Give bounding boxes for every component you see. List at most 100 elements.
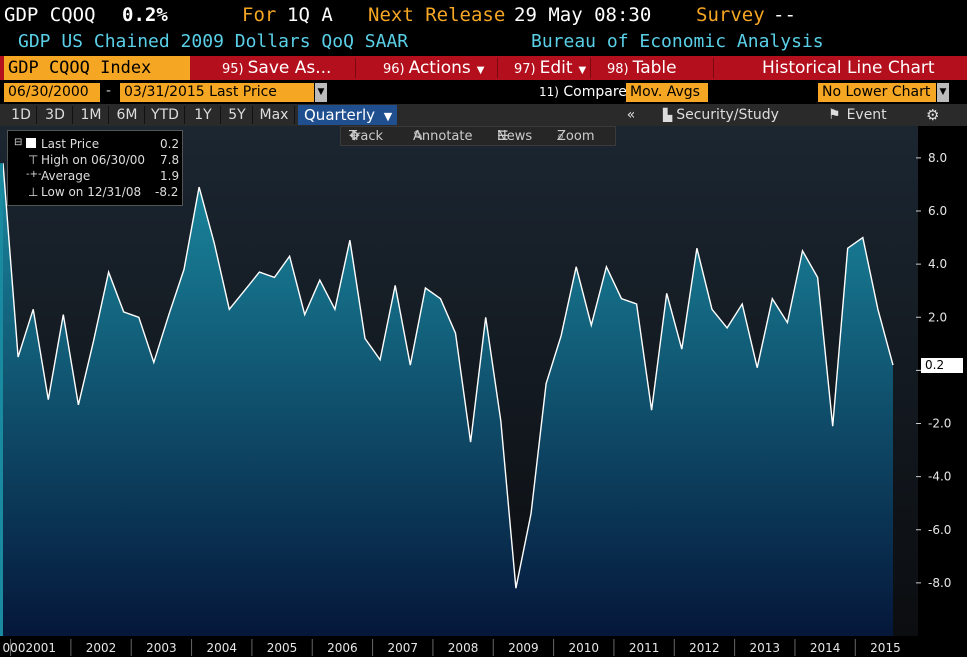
- period-1d[interactable]: 1D: [6, 106, 37, 124]
- legend-last-label: Last Price: [41, 137, 100, 151]
- news-icon: ☰: [497, 129, 509, 144]
- period-6m[interactable]: 6M: [110, 106, 145, 124]
- series-start-edge: [0, 163, 3, 636]
- period-1y[interactable]: 1Y: [186, 106, 221, 124]
- description-bar: GDP US Chained 2009 Dollars QoQ SAAR Bur…: [0, 30, 967, 54]
- y-tick-label: 2.0: [928, 310, 947, 324]
- period-ytd[interactable]: YTD: [146, 106, 185, 124]
- axis-layer: 8.0 6.0 4.0 2.0 -2.0 -4.0 -6.0 -8.0 000 2001 2002 2…: [3, 151, 951, 656]
- legend-row-last: ⊟ Last Price 0.2: [8, 137, 182, 153]
- frequency-label: Quarterly: [304, 106, 375, 124]
- x-tick-label: 000: [3, 641, 26, 655]
- next-release-value: 29 May 08:30: [514, 4, 652, 26]
- legend-swatch: [26, 138, 36, 148]
- security-study-button[interactable]: ▙ Security/Study: [663, 106, 779, 124]
- x-tick-label: 2011: [629, 641, 660, 655]
- series-line[interactable]: [2, 163, 894, 589]
- y-tick-label: -8.0: [928, 576, 951, 590]
- x-tick-label: 2007: [387, 641, 418, 655]
- ticker-input[interactable]: GDP CQOQ Index: [4, 56, 190, 80]
- annotate-label: Annotate: [413, 129, 473, 144]
- x-tick-label: 2008: [448, 641, 479, 655]
- legend-row-low: ⊥ Low on 12/31/08 -8.2: [8, 185, 182, 201]
- ticker-name: GDP CQOQ: [4, 4, 96, 26]
- legend-last-value: 0.2: [160, 137, 180, 151]
- x-tick-label: 2001: [25, 641, 56, 655]
- table-num: 98): [607, 62, 629, 77]
- chevron-down-icon: ▼: [383, 110, 393, 123]
- legend-average-value: 1.9: [160, 169, 180, 183]
- legend-row-high: ⊤ High on 06/30/00 7.8: [8, 153, 182, 169]
- x-tick-label: 2005: [267, 641, 298, 655]
- flag-icon: ⚑: [828, 107, 841, 123]
- event-button[interactable]: ⚑ Event: [828, 106, 887, 124]
- legend-high-label: High on 06/30/00: [41, 153, 146, 167]
- security-description: GDP US Chained 2009 Dollars QoQ SAAR: [18, 31, 409, 52]
- table-label: Table: [632, 58, 677, 78]
- chart-type-title: Historical Line Chart: [762, 58, 935, 78]
- lower-chart-select[interactable]: No Lower Chart: [818, 83, 936, 102]
- period-3d[interactable]: 3D: [38, 106, 73, 124]
- magnifier-icon: ⌕: [557, 129, 565, 144]
- chevron-down-icon[interactable]: ▼: [937, 83, 949, 102]
- period-1m[interactable]: 1M: [74, 106, 109, 124]
- actions-button[interactable]: 96) Actions ▼: [383, 56, 484, 80]
- compare-label: Compare: [563, 84, 627, 100]
- y-tick-label: 8.0: [928, 151, 947, 165]
- chart-legend: ⊟ Last Price 0.2 ⊤ High on 06/30/00 7.8 …: [7, 130, 183, 206]
- chevron-down-icon: ▼: [578, 65, 587, 76]
- legend-high-value: 7.8: [160, 153, 180, 167]
- line-chart[interactable]: 8.0 6.0 4.0 2.0 -2.0 -4.0 -6.0 -8.0 000 2001 2002 2…: [0, 126, 967, 657]
- legend-low-value: -8.2: [155, 185, 179, 199]
- save-as-label: Save As...: [247, 58, 332, 78]
- legend-tree-icon: ⊟: [14, 137, 23, 148]
- gear-icon[interactable]: ⚙: [926, 106, 940, 124]
- for-period: 1Q A: [287, 4, 333, 26]
- y-tick-label: 6.0: [928, 204, 947, 218]
- x-tick-label: 2006: [327, 641, 358, 655]
- data-source: Bureau of Economic Analysis: [531, 31, 824, 52]
- y-tick-label: -2.0: [928, 417, 951, 431]
- average-marker-icon: -+-: [26, 169, 42, 180]
- period-5y[interactable]: 5Y: [222, 106, 253, 124]
- x-tick-label: 2003: [146, 641, 177, 655]
- x-tick-label: 2009: [508, 641, 539, 655]
- high-marker-icon: ⊤: [28, 153, 39, 167]
- table-button[interactable]: 98) Table: [607, 56, 677, 80]
- news-label: News: [497, 129, 533, 144]
- save-as-button[interactable]: 95) Save As...: [222, 56, 331, 80]
- save-as-num: 95): [222, 62, 244, 77]
- edit-label: Edit: [539, 58, 573, 78]
- security-study-label: Security/Study: [676, 107, 779, 123]
- start-date-input[interactable]: 06/30/2000: [4, 83, 100, 102]
- collapse-icon[interactable]: «: [626, 107, 636, 123]
- chevron-down-icon[interactable]: ▼: [315, 83, 327, 102]
- legend-low-label: Low on 12/31/08: [41, 185, 142, 199]
- end-date-input[interactable]: 03/31/2015 Last Price: [120, 83, 314, 102]
- x-tick-label: 2010: [568, 641, 599, 655]
- x-tick-label: 2013: [750, 641, 781, 655]
- menu-divider: [713, 58, 714, 78]
- legend-row-average: -+- Average 1.9: [8, 169, 182, 185]
- actions-label: Actions: [408, 58, 471, 78]
- series-area: [3, 163, 893, 636]
- crosshair-icon: ✥: [349, 129, 360, 144]
- period-max[interactable]: Max: [254, 106, 295, 124]
- edit-button[interactable]: 97) Edit ▼: [514, 56, 586, 80]
- legend-average-label: Average: [41, 169, 91, 183]
- frequency-select[interactable]: Quarterly ▼: [298, 105, 397, 125]
- actions-num: 96): [383, 62, 405, 77]
- x-tick-label: 2002: [86, 641, 117, 655]
- x-tick-label: 2012: [689, 641, 720, 655]
- compare-control[interactable]: 11) Compare: [539, 84, 627, 100]
- pencil-icon: ✎: [413, 129, 424, 144]
- range-dash: -: [106, 83, 112, 99]
- x-tick-label: 2015: [870, 641, 901, 655]
- menu-divider: [355, 58, 356, 78]
- track-label: Track: [349, 129, 384, 144]
- last-value: 0.2%: [122, 4, 168, 26]
- survey-label: Survey: [696, 4, 765, 26]
- compare-select[interactable]: Mov. Avgs: [626, 83, 708, 102]
- bar-chart-icon: ▙: [663, 108, 673, 122]
- area-layer: [0, 163, 894, 636]
